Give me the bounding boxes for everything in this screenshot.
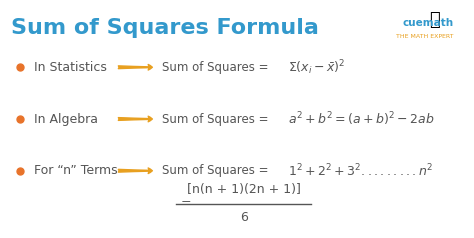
Text: Sum of Squares =: Sum of Squares =	[162, 164, 273, 177]
Text: In Statistics: In Statistics	[34, 61, 107, 74]
Text: For “n” Terms: For “n” Terms	[34, 164, 118, 177]
Text: =: =	[181, 197, 191, 210]
Text: $\Sigma(x_i - \bar{x})^2$: $\Sigma(x_i - \bar{x})^2$	[288, 58, 345, 77]
Text: cuemath: cuemath	[402, 18, 453, 28]
Text: Sum of Squares =: Sum of Squares =	[162, 113, 273, 125]
Text: 🚀: 🚀	[429, 11, 440, 29]
Text: $1^2+ 2^2+ 3^2.........n^2$: $1^2+ 2^2+ 3^2.........n^2$	[288, 163, 433, 179]
Text: THE MATH EXPERT: THE MATH EXPERT	[396, 34, 453, 39]
Text: $a^2+b^2 = (a+b)^2 - 2ab$: $a^2+b^2 = (a+b)^2 - 2ab$	[288, 110, 435, 128]
Text: In Algebra: In Algebra	[34, 113, 98, 125]
Text: Sum of Squares =: Sum of Squares =	[162, 61, 273, 74]
Text: [n(n + 1)(2n + 1)]: [n(n + 1)(2n + 1)]	[187, 183, 301, 196]
Text: Sum of Squares Formula: Sum of Squares Formula	[11, 18, 319, 38]
Text: 6: 6	[240, 211, 247, 224]
